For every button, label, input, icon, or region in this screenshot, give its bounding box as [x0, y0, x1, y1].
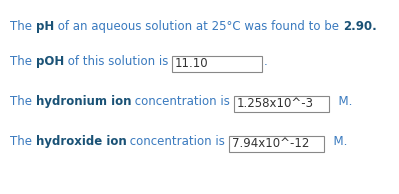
Text: hydronium ion: hydronium ion: [36, 95, 131, 108]
Text: of this solution is: of this solution is: [64, 55, 172, 68]
Bar: [172, 56, 262, 72]
Text: 7.94x10^-12: 7.94x10^-12: [232, 137, 310, 150]
Text: of an aqueous solution at 25°C was found to be: of an aqueous solution at 25°C was found…: [54, 20, 343, 33]
Text: M.: M.: [331, 95, 352, 108]
Text: The: The: [10, 95, 36, 108]
Text: The: The: [10, 20, 36, 33]
Text: concentration is: concentration is: [131, 95, 234, 108]
Text: 1.258x10^-3: 1.258x10^-3: [237, 97, 314, 110]
Bar: [229, 136, 324, 152]
Text: .: .: [264, 55, 268, 68]
Text: The: The: [10, 55, 36, 68]
Bar: [234, 96, 329, 112]
Text: hydroxide ion: hydroxide ion: [36, 135, 126, 148]
Text: M.: M.: [326, 135, 348, 148]
Text: The: The: [10, 135, 36, 148]
Text: concentration is: concentration is: [126, 135, 229, 148]
Text: pOH: pOH: [36, 55, 64, 68]
Text: 2.90.: 2.90.: [343, 20, 377, 33]
Text: pH: pH: [36, 20, 54, 33]
Text: 11.10: 11.10: [175, 57, 209, 70]
